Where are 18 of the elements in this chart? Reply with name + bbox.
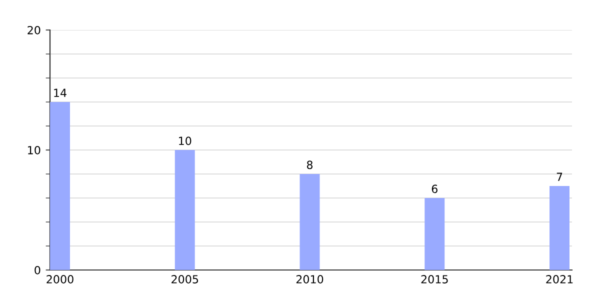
data-label: 8 (306, 160, 313, 170)
data-label: 10 (179, 136, 192, 146)
bar (174, 150, 195, 270)
bar (550, 186, 570, 270)
y-tick-label: 0 (34, 266, 40, 274)
x-tick-label: 2000 (46, 275, 74, 284)
data-label: 14 (54, 88, 66, 97)
y-tick-label: 20 (28, 26, 40, 34)
x-tick-label: 2021 (546, 275, 573, 284)
x-tick-label: 2005 (172, 275, 198, 284)
x-tick-label: 2010 (296, 275, 324, 284)
y-tick-label: 10 (28, 146, 40, 154)
data-label: 6 (432, 184, 438, 194)
bar (424, 198, 445, 270)
x-tick-label: 2015 (421, 275, 448, 284)
bar (50, 102, 70, 270)
bar (300, 174, 320, 270)
data-label: 7 (556, 172, 562, 181)
